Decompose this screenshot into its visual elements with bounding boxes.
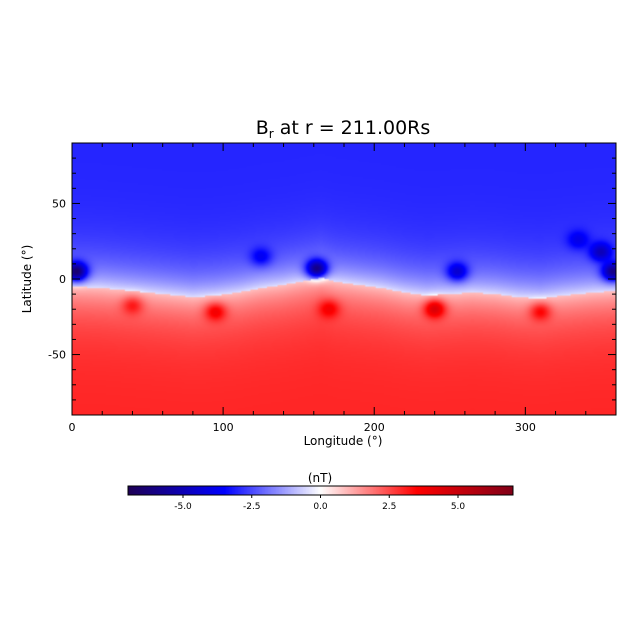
colorbar: (nT) -5.0 -2.5 0.0 2.5 5.0 — [127, 471, 514, 512]
y-tick-label: -50 — [48, 349, 66, 362]
y-axis-label: Latitude (°) — [20, 245, 34, 314]
br-heatmap — [72, 143, 616, 415]
colorbar-tick-label: 2.5 — [382, 502, 396, 512]
x-axis: 0 100 200 300 — [69, 143, 617, 434]
plot-area — [71, 142, 617, 416]
y-tick-label: 0 — [59, 273, 66, 286]
chart-title: Br at r = 211.00Rs — [256, 117, 431, 141]
x-tick-label: 0 — [69, 421, 76, 434]
colorbar-label: (nT) — [308, 471, 332, 485]
colorbar-gradient — [128, 486, 513, 495]
colorbar-tick-label: -5.0 — [174, 502, 192, 512]
colorbar-ticks: -5.0 -2.5 0.0 2.5 5.0 — [174, 495, 465, 512]
colorbar-tick-label: -2.5 — [243, 502, 261, 512]
y-tick-label: 50 — [52, 197, 66, 210]
colorbar-tick-label: 5.0 — [451, 502, 466, 512]
x-tick-label: 100 — [213, 421, 234, 434]
title-subscript: r — [269, 127, 274, 141]
y-axis: -50 0 50 — [48, 157, 616, 401]
colorbar-tick-label: 0.0 — [313, 502, 328, 512]
title-suffix: at r = 211.00Rs — [274, 117, 431, 139]
x-tick-label: 200 — [364, 421, 385, 434]
x-axis-label: Longitude (°) — [304, 434, 383, 448]
title-prefix: B — [256, 117, 269, 139]
x-tick-label: 300 — [515, 421, 536, 434]
